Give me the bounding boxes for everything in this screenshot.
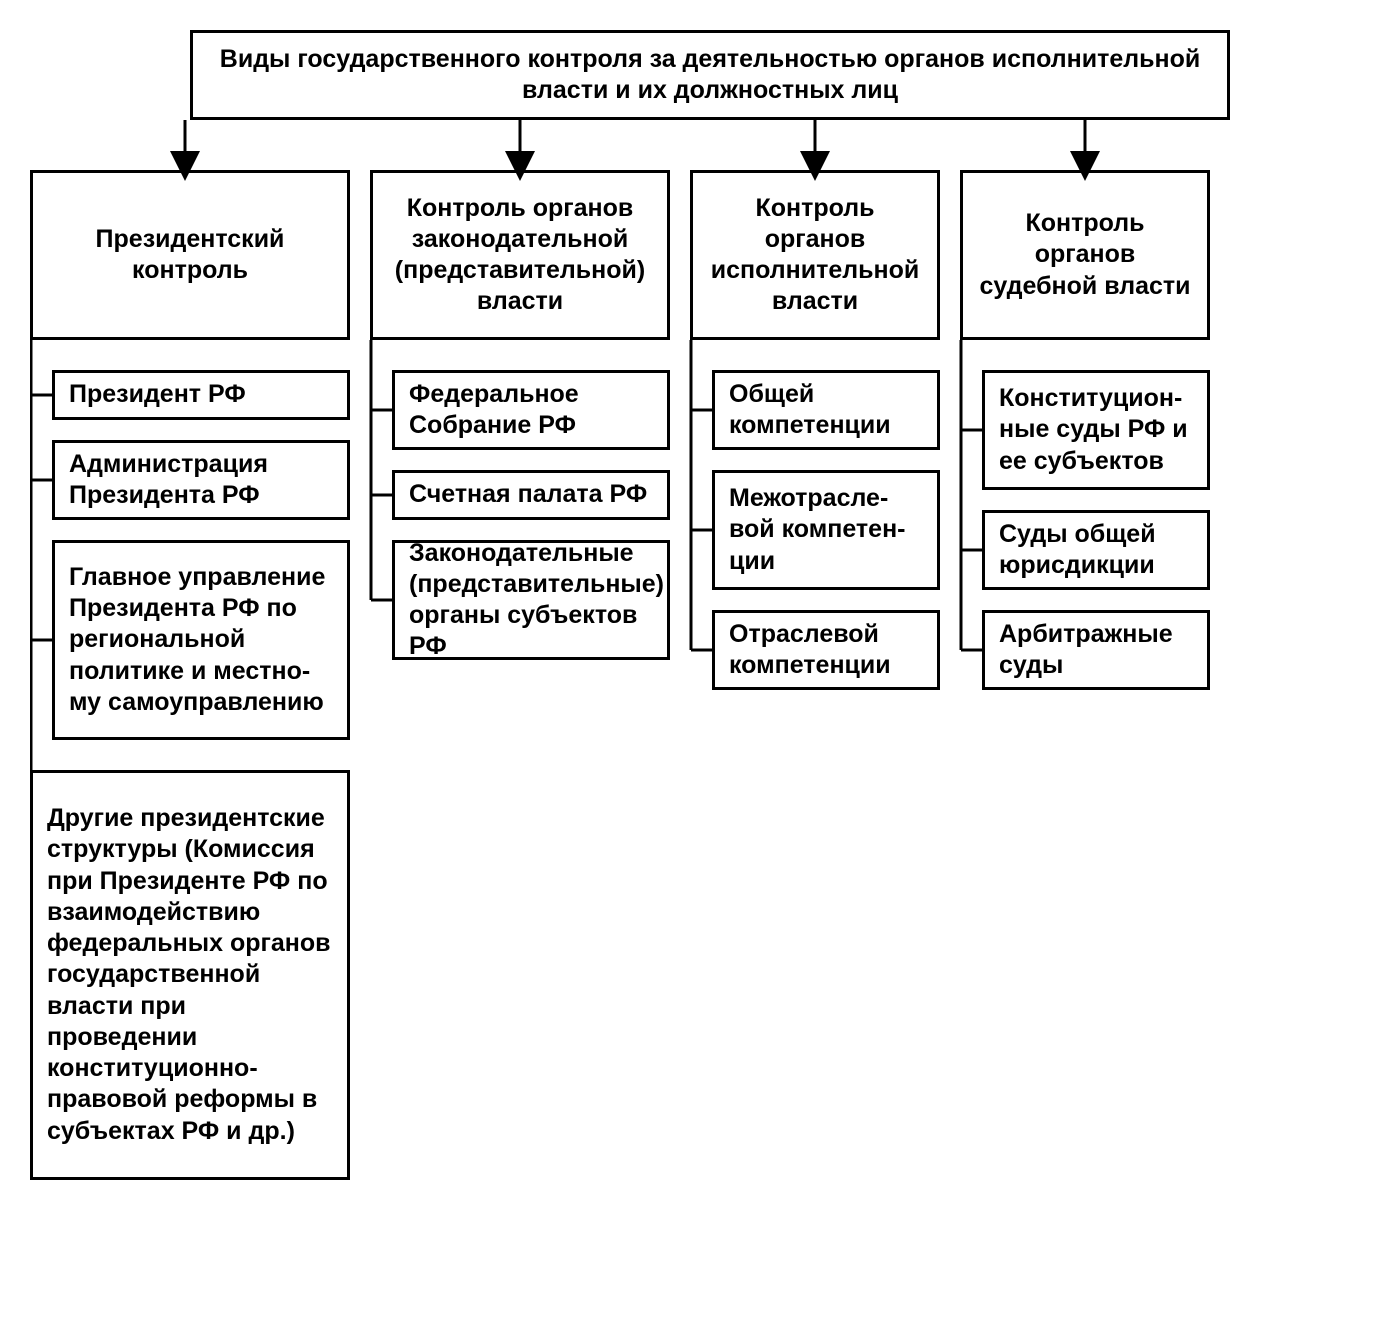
title-box: Виды государственного контроля за деятел… [190, 30, 1230, 120]
item-legislative-0-label: Федеральное Собрание РФ [409, 379, 653, 442]
item-presidential-1-label: Администрация Президента РФ [69, 449, 333, 512]
item-judicial-0: Конституцион­ные суды РФ и ее субъектов [982, 370, 1210, 490]
item-executive-1: Межотрасле­вой компетен­ции [712, 470, 940, 590]
item-legislative-2: Законодательные (представительные) орган… [392, 540, 670, 660]
org-chart-diagram: Виды государственного контроля за деятел… [30, 30, 1347, 1297]
title-box-label: Виды государственного контроля за деятел… [207, 44, 1213, 107]
item-legislative-1: Счетная палата РФ [392, 470, 670, 520]
header-judicial: Контроль органов судебной власти [960, 170, 1210, 340]
item-presidential-0: Президент РФ [52, 370, 350, 420]
header-executive-label: Контроль органов исполнитель­ной власти [707, 193, 923, 318]
item-executive-2-label: Отраслевой компетенции [729, 619, 923, 682]
item-presidential-3-label: Другие президентские структуры (Комиссия… [47, 803, 333, 1147]
item-legislative-1-label: Счетная палата РФ [409, 479, 647, 510]
item-executive-0: Общей компетенции [712, 370, 940, 450]
item-judicial-0-label: Конституцион­ные суды РФ и ее субъектов [999, 383, 1193, 477]
item-presidential-3: Другие президентские структуры (Комиссия… [30, 770, 350, 1180]
item-judicial-2: Арбитражные суды [982, 610, 1210, 690]
header-judicial-label: Контроль органов судебной власти [977, 208, 1193, 302]
item-legislative-0: Федеральное Собрание РФ [392, 370, 670, 450]
item-judicial-1-label: Суды общей юрисдикции [999, 519, 1193, 582]
item-legislative-2-label: Законодательные (представительные) орган… [409, 538, 664, 663]
item-executive-1-label: Межотрасле­вой компетен­ции [729, 483, 923, 577]
item-judicial-2-label: Арбитражные суды [999, 619, 1193, 682]
item-executive-0-label: Общей компетенции [729, 379, 923, 442]
item-judicial-1: Суды общей юрисдикции [982, 510, 1210, 590]
header-legislative: Контроль органов законодательной (предст… [370, 170, 670, 340]
header-executive: Контроль органов исполнитель­ной власти [690, 170, 940, 340]
item-presidential-1: Администрация Президента РФ [52, 440, 350, 520]
item-presidential-2: Главное управление Президента РФ по реги… [52, 540, 350, 740]
item-executive-2: Отраслевой компетенции [712, 610, 940, 690]
header-presidential-label: Президентский контроль [47, 224, 333, 287]
item-presidential-0-label: Президент РФ [69, 379, 246, 410]
header-legislative-label: Контроль органов законодательной (предст… [387, 193, 653, 318]
item-presidential-2-label: Главное управление Президента РФ по реги… [69, 562, 333, 718]
header-presidential: Президентский контроль [30, 170, 350, 340]
